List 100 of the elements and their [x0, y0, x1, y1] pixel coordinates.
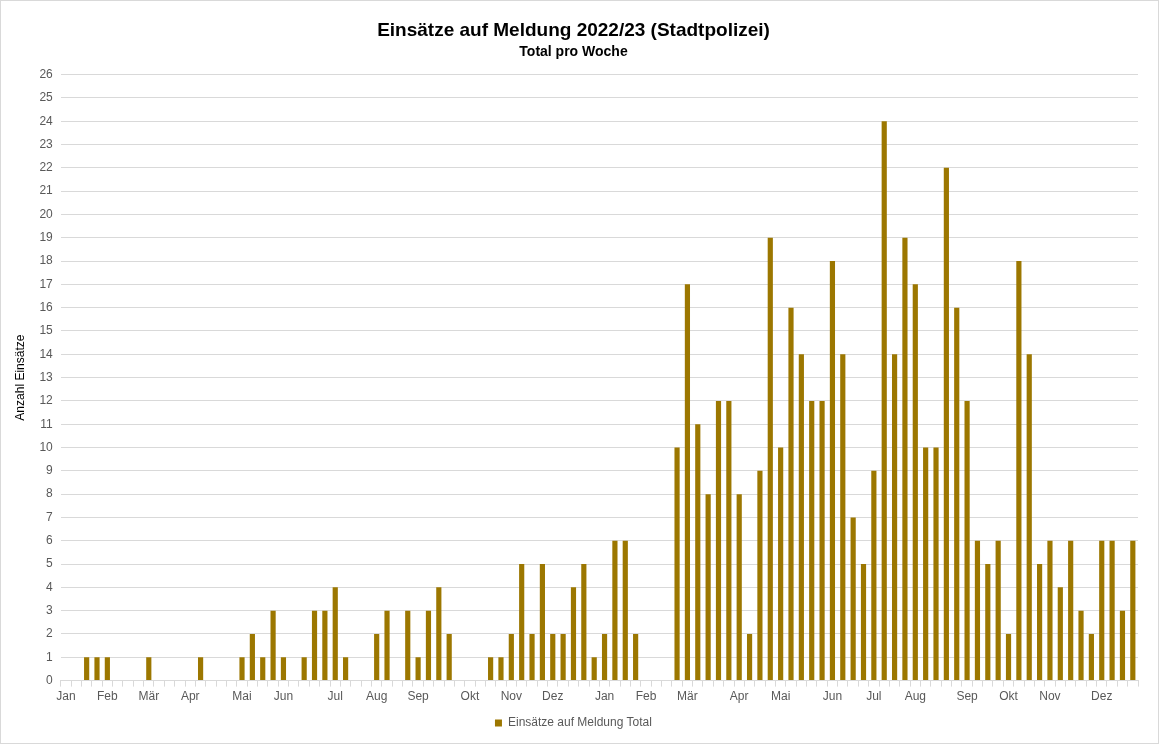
- x-tick-label: Okt: [460, 689, 480, 704]
- x-tick-label: Dez: [542, 689, 564, 704]
- bar: [332, 587, 338, 681]
- bar: [871, 470, 877, 681]
- bar: [343, 657, 349, 681]
- bar: [819, 400, 825, 681]
- bar: [591, 657, 597, 681]
- y-tick-label: 0: [46, 672, 54, 687]
- y-tick-label: 14: [39, 346, 54, 361]
- bar: [757, 470, 763, 681]
- y-tick-label: 24: [39, 113, 54, 128]
- bar: [384, 610, 390, 681]
- bar: [767, 237, 773, 681]
- bar: [415, 657, 421, 681]
- bar: [923, 447, 929, 681]
- x-tick-label: Jul: [327, 689, 343, 704]
- x-tick-label: Mai: [770, 689, 791, 704]
- x-tick-label: Nov: [1039, 689, 1061, 704]
- bar: [197, 657, 204, 681]
- y-tick-label: 6: [46, 533, 54, 548]
- bar: [850, 517, 856, 681]
- y-tick-label: 18: [39, 253, 54, 268]
- x-tick-label: Mär: [138, 689, 160, 704]
- bar: [550, 633, 556, 681]
- x-tick-label: Sep: [407, 689, 430, 704]
- bar: [809, 400, 815, 681]
- y-tick-label: 23: [39, 136, 54, 151]
- bar: [498, 657, 504, 681]
- x-tick-label: Jan: [594, 689, 615, 704]
- bar: [84, 657, 90, 681]
- bar: [684, 284, 691, 681]
- bar: [788, 307, 794, 681]
- bar: [860, 564, 867, 681]
- bar: [581, 564, 587, 681]
- bar: [560, 633, 566, 681]
- x-tick-label: Jun: [822, 689, 843, 704]
- bar: [1099, 540, 1105, 681]
- x-tick-label: Sep: [956, 689, 979, 704]
- bar: [104, 657, 110, 681]
- chart-title: Einsätze auf Meldung 2022/23 (Stadtpolizei): [377, 18, 770, 40]
- x-tick-label: Mai: [232, 689, 252, 704]
- bar: [933, 447, 939, 681]
- x-tick-label: Jun: [273, 689, 294, 704]
- y-tick-label: 13: [39, 369, 54, 384]
- bar: [529, 633, 535, 681]
- bar: [1047, 540, 1053, 681]
- x-tick-label: Aug: [365, 689, 388, 704]
- y-tick-label: 25: [39, 90, 54, 105]
- x-tick-label: Jan: [56, 689, 76, 704]
- x-tick-label: Aug: [904, 689, 926, 704]
- y-tick-label: 9: [46, 463, 54, 478]
- bar: [519, 564, 525, 681]
- bar: [726, 400, 732, 681]
- y-tick-label: 15: [39, 323, 54, 338]
- bar: [1068, 540, 1074, 681]
- bar: [488, 657, 494, 681]
- y-axis-title: Anzahl Einsätze: [12, 334, 27, 421]
- bar: [881, 121, 887, 681]
- y-tick-label: 20: [39, 206, 54, 221]
- y-tick-label: 1: [46, 649, 54, 664]
- bar: [995, 540, 1001, 681]
- bar: [94, 657, 100, 681]
- bar: [1130, 540, 1136, 681]
- x-tick-label: Feb: [635, 689, 657, 704]
- x-tick-label: Nov: [500, 689, 522, 704]
- y-tick-label: 2: [46, 626, 54, 641]
- bar: [508, 633, 514, 681]
- bar: [280, 657, 287, 681]
- bar: [446, 633, 452, 681]
- y-tick-label: 7: [46, 509, 54, 524]
- chart-subtitle: Total pro Woche: [519, 43, 628, 60]
- bar: [964, 400, 970, 681]
- y-tick-label: 8: [46, 486, 54, 501]
- bar: [912, 284, 918, 681]
- y-tick-label: 11: [40, 416, 54, 431]
- bar: [612, 540, 618, 681]
- bar: [425, 610, 432, 681]
- bar: [311, 610, 318, 681]
- x-tick-label: Jul: [866, 689, 882, 704]
- bar: [1026, 354, 1032, 681]
- bar: [840, 354, 846, 681]
- bar: [798, 354, 804, 681]
- bar: [570, 587, 577, 681]
- x-tick-label: Apr: [729, 689, 749, 704]
- bar: [322, 610, 328, 681]
- y-tick-label: 3: [46, 602, 54, 617]
- bar: [902, 237, 908, 681]
- bar: [1109, 540, 1115, 681]
- bar: [1005, 633, 1012, 681]
- bar: [736, 494, 742, 681]
- bar: [1088, 633, 1094, 681]
- bar: [601, 633, 608, 681]
- x-tick-label: Okt: [999, 689, 1019, 704]
- x-tick-label: Mär: [677, 689, 698, 704]
- bar: [705, 494, 711, 681]
- bar: [695, 424, 701, 681]
- bar: [1078, 610, 1084, 681]
- bar: [954, 307, 960, 681]
- y-tick-label: 4: [46, 579, 54, 594]
- bar: [974, 540, 981, 681]
